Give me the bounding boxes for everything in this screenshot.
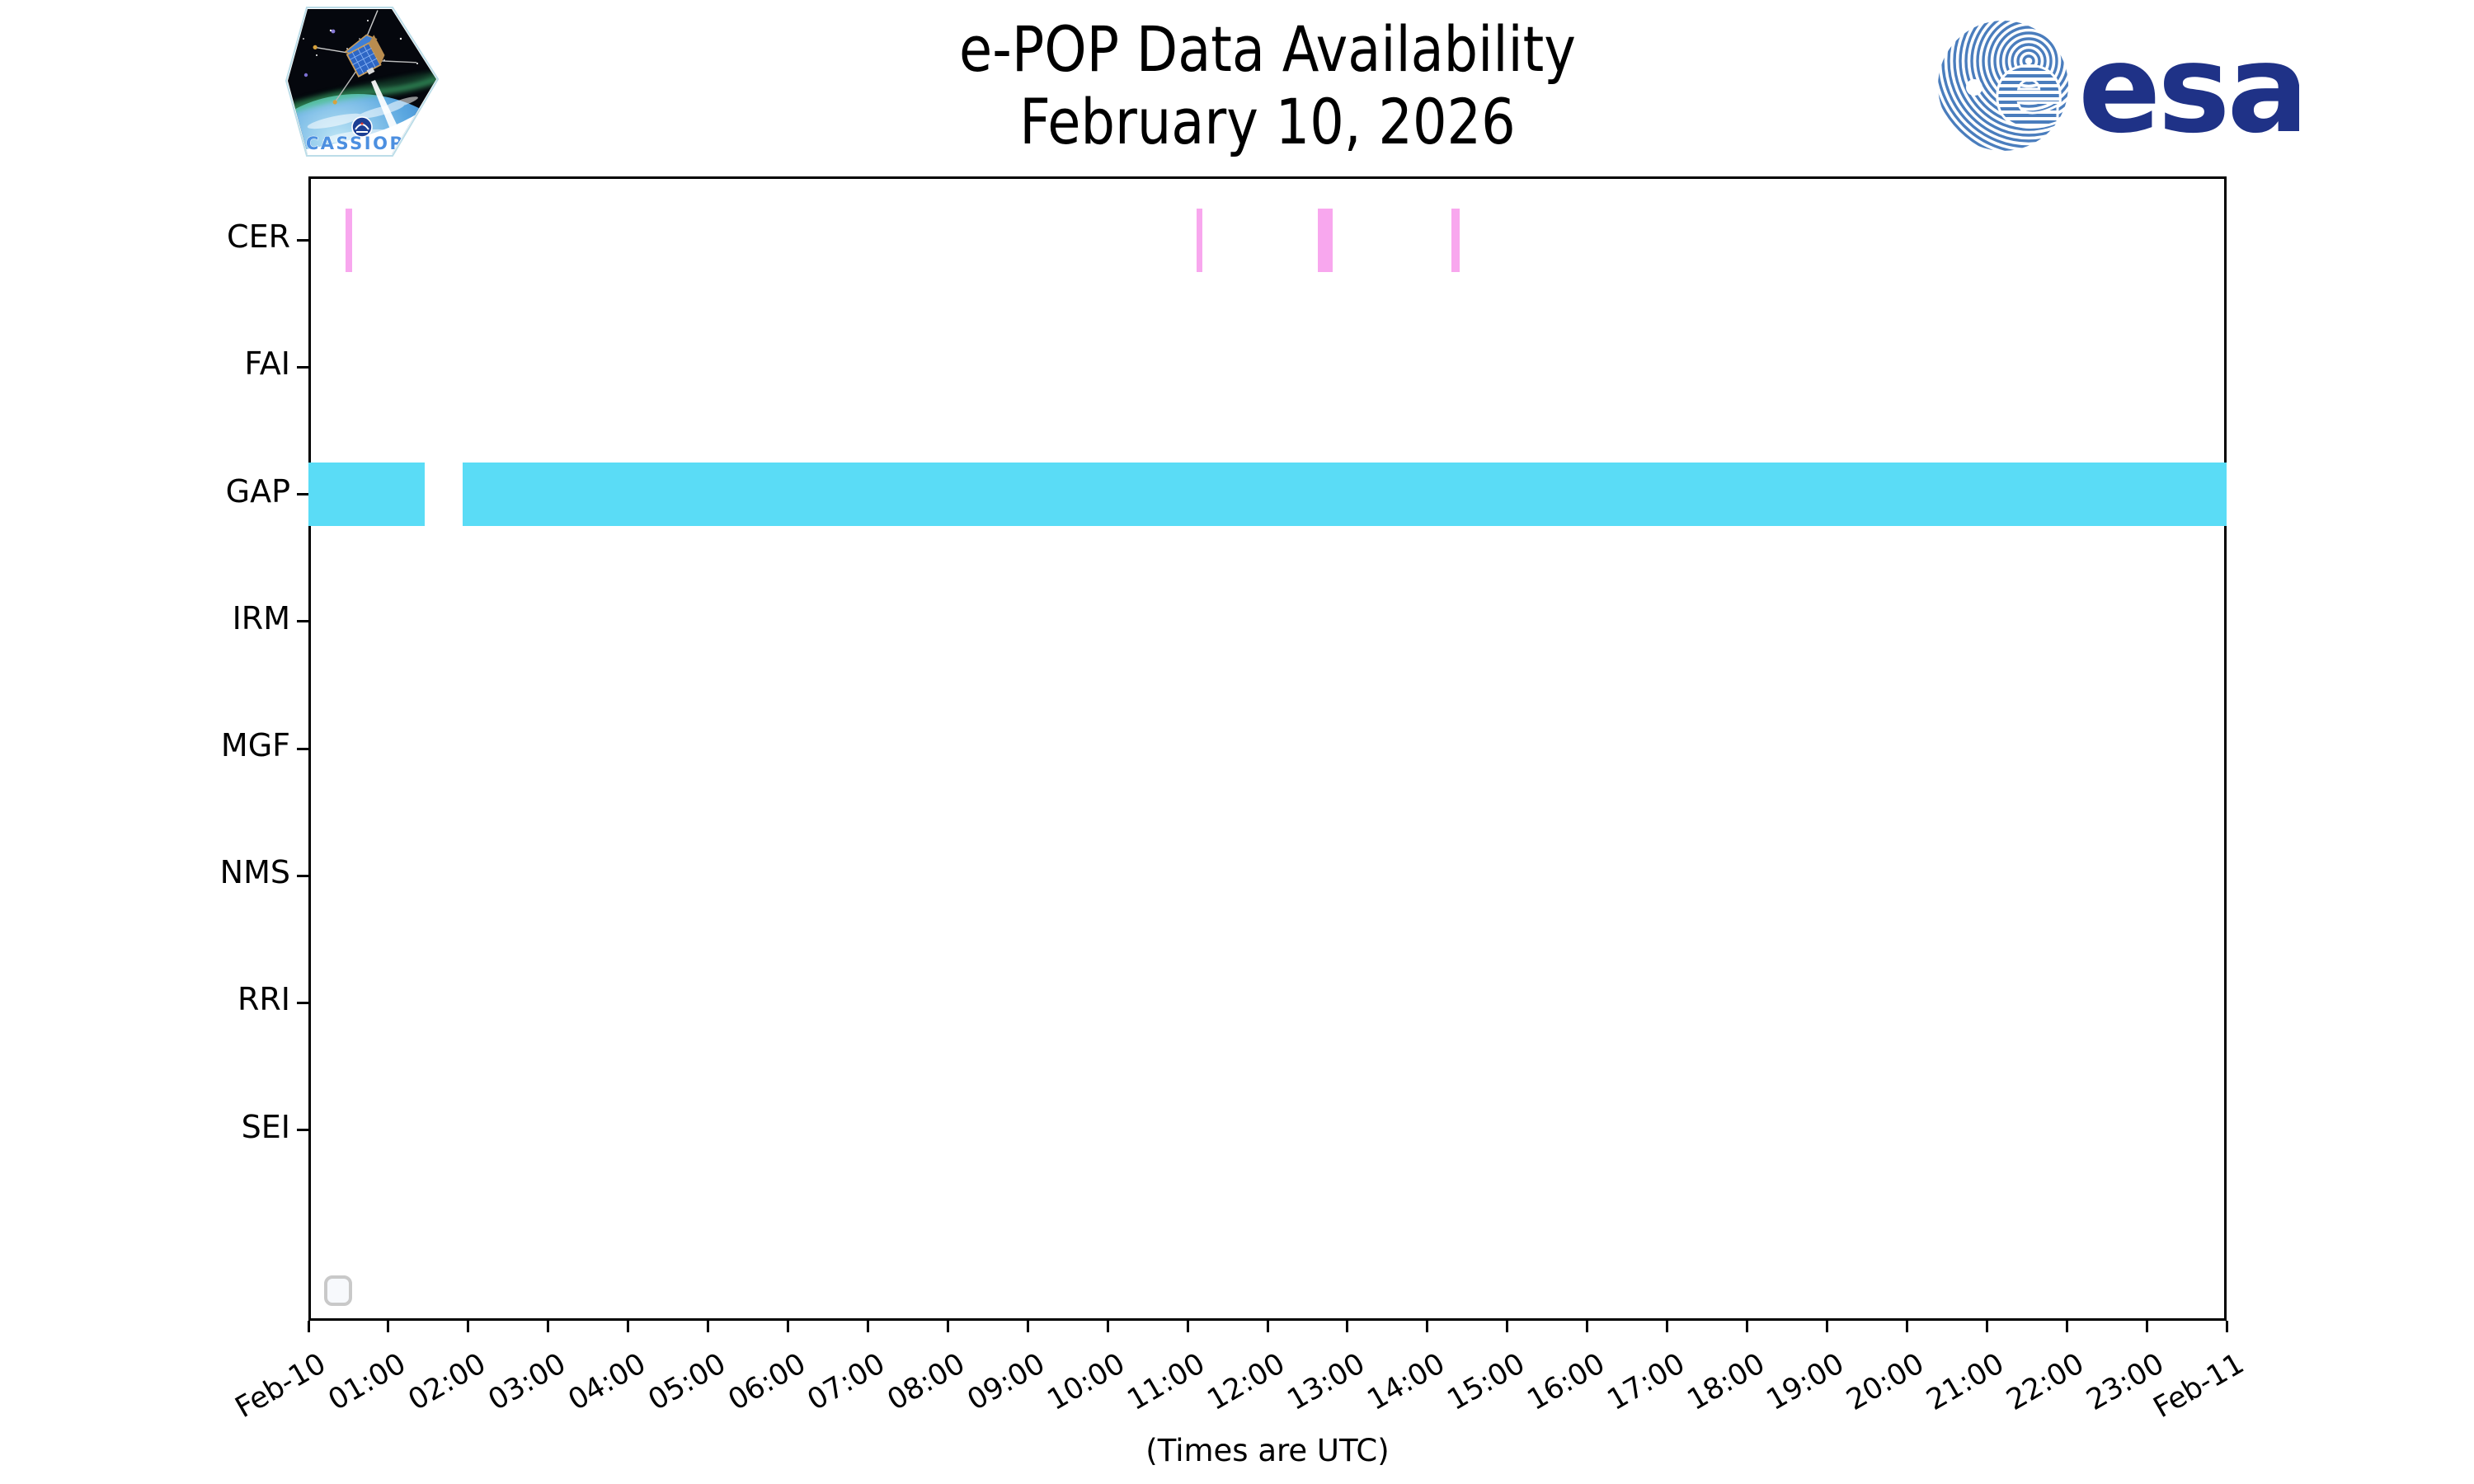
x-tick-label: Feb-11 [2147,1347,2250,1425]
x-tick-label: 06:00 [722,1347,811,1418]
data-bar-gap [308,463,425,527]
x-tick-mark [467,1321,470,1332]
x-tick-mark [2145,1321,2148,1332]
x-tick-label: 01:00 [322,1347,412,1418]
patch-beam [371,80,399,131]
title-line-1: e-POP Data Availability [959,12,1576,86]
y-axis-label-mgf: MGF [220,727,290,763]
data-bar-cer [1451,208,1460,272]
satellite-illustration [313,10,417,105]
x-tick-mark [1426,1321,1429,1332]
x-tick-mark [1905,1321,1908,1332]
y-axis-label-irm: IRM [232,599,290,636]
x-tick-mark [387,1321,390,1332]
x-tick-label: 15:00 [1442,1347,1531,1418]
x-tick-label: 02:00 [402,1347,492,1418]
x-tick-label: 09:00 [962,1347,1051,1418]
x-tick-label: Feb-10 [229,1347,332,1425]
x-tick-mark [627,1321,630,1332]
x-tick-label: 14:00 [1362,1347,1451,1418]
x-tick-label: 07:00 [802,1347,891,1418]
legend-box [324,1275,352,1306]
x-tick-mark [1666,1321,1669,1332]
x-tick-mark [1106,1321,1109,1332]
y-tick-mark [297,493,308,496]
x-tick-mark [1186,1321,1189,1332]
esa-globe-e: e [1994,30,2064,149]
esa-globe-dot [1966,79,1982,96]
x-tick-label: 08:00 [882,1347,971,1418]
x-tick-mark [787,1321,789,1332]
y-tick-mark [297,238,308,242]
x-tick-mark [2065,1321,2068,1332]
y-tick-mark [297,365,308,369]
y-tick-mark [297,874,308,877]
x-tick-mark [1346,1321,1349,1332]
x-tick-label: 16:00 [1522,1347,1611,1418]
x-tick-label: 13:00 [1282,1347,1371,1418]
x-tick-label: 04:00 [562,1347,651,1418]
y-tick-mark [297,1129,308,1132]
cassiope-mission-patch: CASSIOPE [285,7,439,157]
esa-globe-icon: e [1938,21,2068,152]
patch-aurora-2 [288,72,436,108]
x-tick-label: 21:00 [1921,1347,2011,1418]
data-bar-cer [1318,208,1333,272]
x-tick-mark [1266,1321,1269,1332]
x-tick-label: 03:00 [482,1347,571,1418]
x-tick-label: 20:00 [1841,1347,1931,1418]
x-tick-mark [866,1321,869,1332]
x-tick-mark [1026,1321,1029,1332]
x-tick-mark [307,1321,310,1332]
chart-title: e-POP Data Availability February 10, 202… [308,13,2227,158]
esa-wordmark: esa [2078,18,2299,158]
esa-logo: e esa [1938,18,2299,158]
y-axis-label-sei: SEI [241,1108,290,1145]
cassiope-label: CASSIOPE [306,134,418,153]
x-tick-mark [1985,1321,1988,1332]
y-tick-mark [297,620,308,623]
x-tick-label: 19:00 [1761,1347,1851,1418]
csa-roundel [351,116,373,138]
x-tick-label: 10:00 [1042,1347,1131,1418]
x-tick-label: 12:00 [1202,1347,1291,1418]
plot-area [308,176,2227,1321]
x-tick-mark [1825,1321,1828,1332]
axis-note: (Times are UTC) [1145,1433,1390,1468]
patch-clouds [307,96,418,143]
y-axis-label-cer: CER [227,218,290,256]
y-axis-label-nms: NMS [219,854,290,891]
x-tick-label: 17:00 [1602,1347,1691,1418]
data-bar-cer [346,208,353,272]
y-axis-label-gap: GAP [225,472,290,510]
x-tick-mark [707,1321,710,1332]
x-tick-mark [2225,1321,2228,1332]
y-tick-mark [297,1001,308,1004]
x-tick-label: 11:00 [1122,1347,1211,1418]
y-axis-label-fai: FAI [244,345,290,383]
x-tick-mark [547,1321,550,1332]
x-tick-mark [946,1321,949,1332]
title-line-2: February 10, 2026 [1019,85,1516,158]
x-tick-mark [1506,1321,1509,1332]
x-tick-mark [1746,1321,1748,1332]
x-tick-label: 18:00 [1681,1347,1771,1418]
data-bar-cer [1197,208,1202,272]
y-tick-mark [297,747,308,750]
x-tick-mark [1586,1321,1589,1332]
x-tick-label: 05:00 [642,1347,731,1418]
y-axis-label-rri: RRI [237,981,290,1018]
data-bar-gap [463,463,2227,527]
x-tick-label: 22:00 [2001,1347,2091,1418]
